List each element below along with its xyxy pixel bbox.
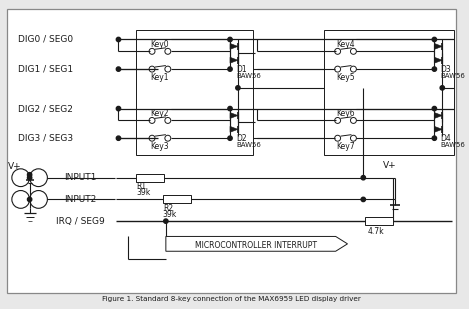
Text: Key5: Key5 [336,73,355,82]
Circle shape [28,176,32,180]
Bar [365,217,393,225]
Text: 39k: 39k [163,210,177,219]
Bar [136,30,253,155]
Text: D4: D4 [440,134,451,143]
Circle shape [361,176,365,180]
Text: Key0: Key0 [151,40,169,49]
Circle shape [236,86,240,90]
Polygon shape [230,126,238,132]
Text: Key7: Key7 [336,142,355,150]
Circle shape [440,86,445,90]
Text: 39k: 39k [136,188,151,197]
Polygon shape [230,44,238,49]
Bar [136,174,164,182]
Text: INPUT1: INPUT1 [64,173,97,182]
Polygon shape [434,44,442,49]
Text: Key3: Key3 [151,142,169,150]
Text: V+: V+ [383,161,397,170]
Circle shape [116,67,121,71]
Circle shape [432,136,437,140]
Text: DIG2 / SEG2: DIG2 / SEG2 [18,104,73,113]
Text: Key1: Key1 [151,73,169,82]
Text: BAW56: BAW56 [236,142,261,148]
Text: BAW56: BAW56 [440,142,465,148]
Circle shape [432,37,437,42]
Text: IRQ / SEG9: IRQ / SEG9 [56,217,105,226]
Circle shape [116,106,121,111]
Circle shape [164,219,168,223]
Polygon shape [434,112,442,118]
Text: BAW56: BAW56 [236,73,261,79]
Circle shape [116,37,121,42]
Polygon shape [434,57,442,63]
Circle shape [228,67,232,71]
Circle shape [228,37,232,42]
Text: DIG1 / SEG1: DIG1 / SEG1 [18,65,73,74]
Circle shape [28,172,32,177]
Polygon shape [230,57,238,63]
Circle shape [116,136,121,140]
Circle shape [361,197,365,201]
Text: Figure 1. Standard 8-key connection of the MAX6959 LED display driver: Figure 1. Standard 8-key connection of t… [102,296,361,302]
Text: R1: R1 [136,182,146,191]
Text: BAW56: BAW56 [440,73,465,79]
Text: R2: R2 [163,204,173,213]
Text: Key6: Key6 [336,109,355,118]
Circle shape [28,197,32,201]
Text: Key4: Key4 [336,40,355,49]
Bar [324,30,454,155]
Text: DIG3 / SEG3: DIG3 / SEG3 [18,134,73,143]
Text: Key2: Key2 [151,109,169,118]
Text: DIG0 / SEG0: DIG0 / SEG0 [18,35,73,44]
Circle shape [228,106,232,111]
Circle shape [432,67,437,71]
Polygon shape [230,112,238,118]
Text: MICROCONTROLLER INTERRUPT: MICROCONTROLLER INTERRUPT [195,241,317,250]
Polygon shape [434,126,442,132]
Circle shape [432,106,437,111]
Text: 4.7k: 4.7k [367,226,384,235]
Circle shape [228,136,232,140]
Text: D2: D2 [236,134,247,143]
Text: D3: D3 [440,65,451,74]
Text: INPUT2: INPUT2 [64,195,97,204]
Bar [163,196,190,203]
Text: D1: D1 [236,65,247,74]
Text: V+: V+ [8,162,22,171]
